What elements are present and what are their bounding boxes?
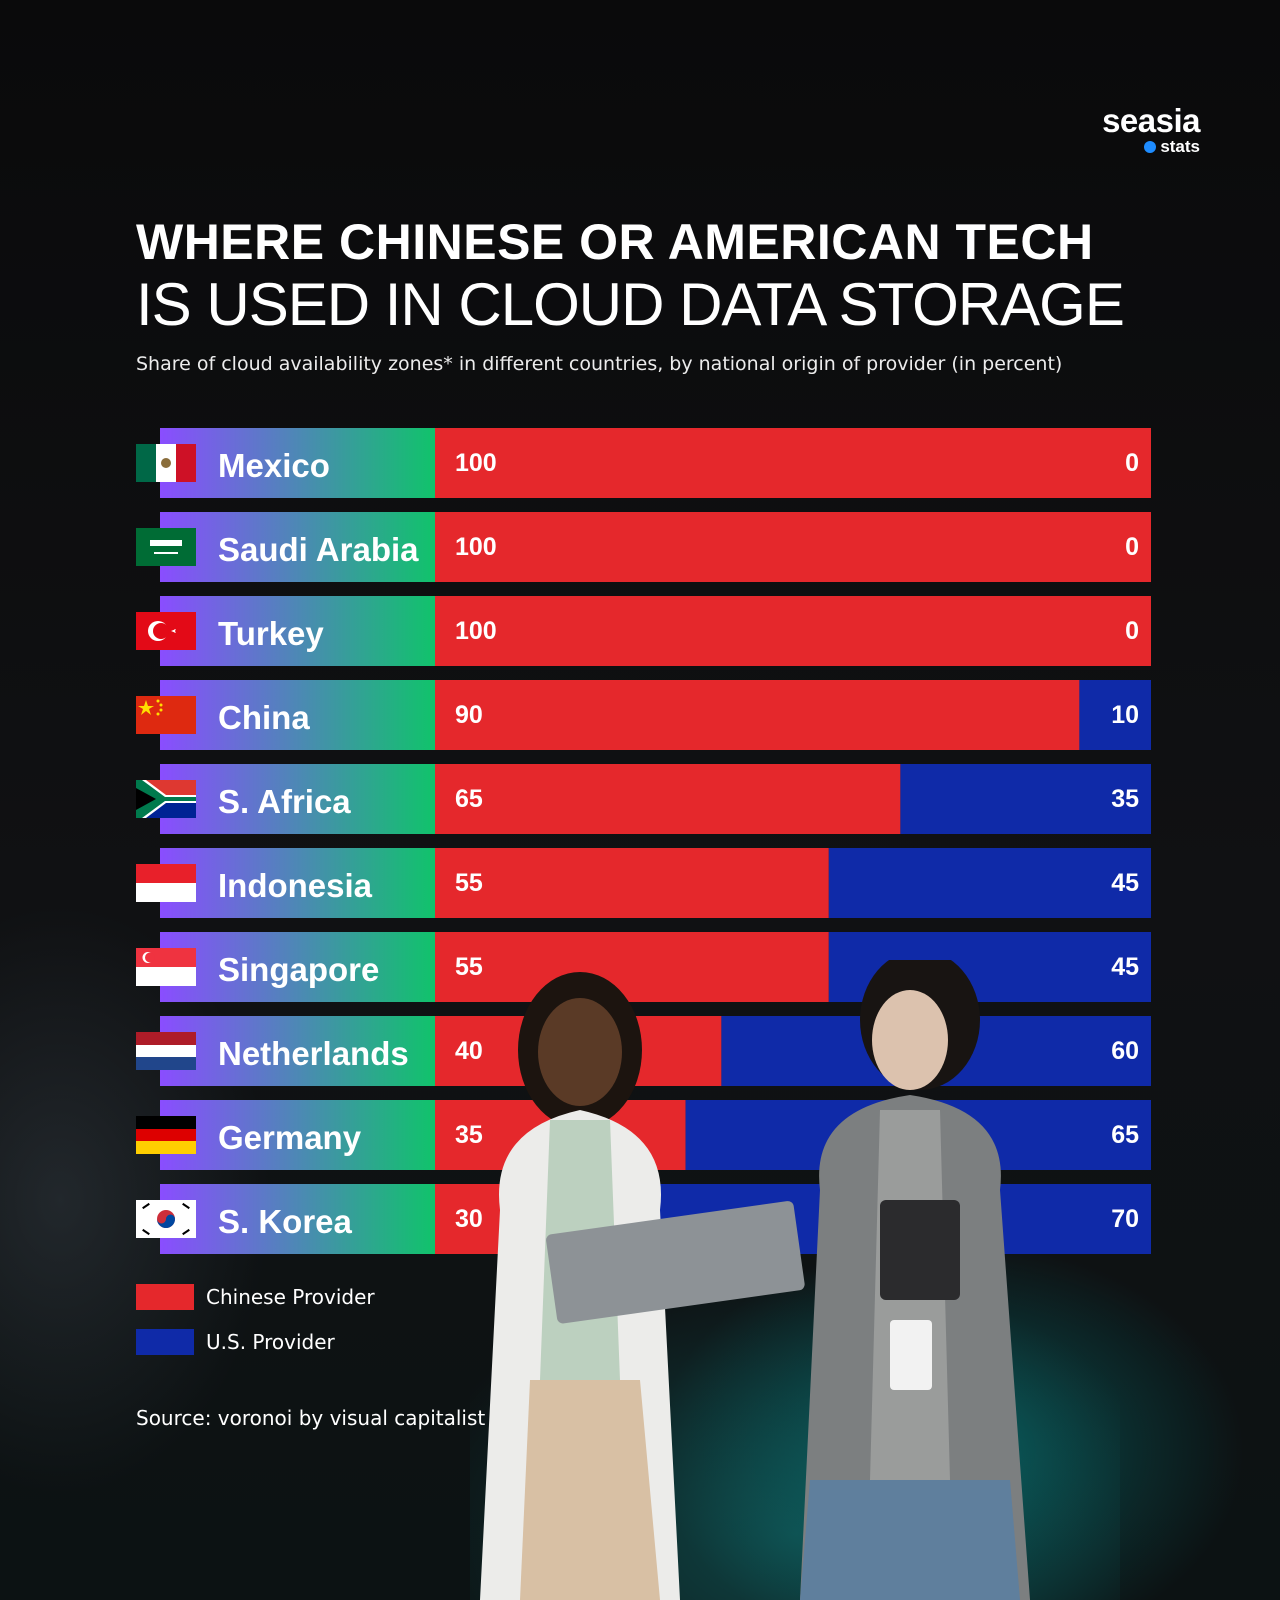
brand-sub-text: stats xyxy=(1160,137,1200,156)
bar-us-s-africa xyxy=(900,764,1151,834)
country-label-mexico: Mexico xyxy=(218,447,330,484)
dollar-dot-icon xyxy=(1144,141,1157,153)
label-band-singapore xyxy=(160,932,435,1002)
source-note: Source: voronoi by visual capitalist xyxy=(136,1406,486,1430)
turkey-flag-icon xyxy=(136,612,196,650)
saudi-arabia-flag-icon xyxy=(136,528,196,566)
brand-name: seasia xyxy=(1102,102,1200,139)
china-flag-icon xyxy=(136,696,196,734)
value-chinese-saudi-arabia: 100 xyxy=(455,533,497,561)
label-band-saudi-arabia xyxy=(160,512,435,582)
value-us-s-africa: 35 xyxy=(1111,785,1139,813)
brand-sub: stats xyxy=(1080,138,1200,156)
bar-chinese-china xyxy=(435,680,1080,750)
bar-chinese-mexico xyxy=(435,428,1151,498)
label-band-mexico xyxy=(160,428,435,498)
bar-chinese-saudi-arabia xyxy=(435,512,1151,582)
chart-title-line2: IS USED IN CLOUD DATA STORAGE xyxy=(136,271,1125,338)
country-label-netherlands: Netherlands xyxy=(218,1035,409,1072)
value-us-saudi-arabia: 0 xyxy=(1125,533,1139,561)
country-label-indonesia: Indonesia xyxy=(218,867,373,904)
country-label-germany: Germany xyxy=(218,1119,362,1156)
singapore-flag-icon xyxy=(136,948,196,986)
value-chinese-s-africa: 65 xyxy=(455,785,483,813)
germany-flag-icon xyxy=(136,1116,196,1154)
value-chinese-indonesia: 55 xyxy=(455,869,483,897)
value-us-china: 10 xyxy=(1111,701,1139,729)
value-chinese-turkey: 100 xyxy=(455,617,497,645)
brand-logo: seasia stats xyxy=(1080,104,1200,156)
country-label-s-africa: S. Africa xyxy=(218,783,351,820)
country-label-china: China xyxy=(218,699,310,736)
value-chinese-mexico: 100 xyxy=(455,449,497,477)
bar-chinese-singapore xyxy=(435,932,829,1002)
value-us-netherlands: 60 xyxy=(1111,1037,1139,1065)
country-label-turkey: Turkey xyxy=(218,615,324,652)
value-chinese-singapore: 55 xyxy=(455,953,483,981)
value-us-germany: 65 xyxy=(1111,1121,1139,1149)
people-photo xyxy=(470,960,1120,1600)
value-chinese-china: 90 xyxy=(455,701,483,729)
legend-label-chinese: Chinese Provider xyxy=(206,1285,375,1309)
bar-chinese-s-africa xyxy=(435,764,901,834)
legend-swatch-chinese xyxy=(136,1284,194,1310)
value-chinese-germany: 35 xyxy=(455,1121,483,1149)
bar-us-indonesia xyxy=(828,848,1151,918)
indonesia-flag-icon xyxy=(136,864,196,902)
label-band-netherlands xyxy=(160,1016,435,1086)
netherlands-flag-icon xyxy=(136,1032,196,1070)
bar-chinese-turkey xyxy=(435,596,1151,666)
label-band-s-africa xyxy=(160,764,435,834)
label-band-s-korea xyxy=(160,1184,435,1254)
label-band-indonesia xyxy=(160,848,435,918)
south-africa-flag-icon xyxy=(136,780,196,818)
value-us-mexico: 0 xyxy=(1125,449,1139,477)
label-band-germany xyxy=(160,1100,435,1170)
label-band-turkey xyxy=(160,596,435,666)
value-us-indonesia: 45 xyxy=(1111,869,1139,897)
value-chinese-netherlands: 40 xyxy=(455,1037,483,1065)
bar-chinese-indonesia xyxy=(435,848,829,918)
country-label-s-korea: S. Korea xyxy=(218,1203,352,1240)
country-label-saudi-arabia: Saudi Arabia xyxy=(218,531,419,568)
chart-subtitle: Share of cloud availability zones* in di… xyxy=(136,353,1063,375)
value-us-singapore: 45 xyxy=(1111,953,1139,981)
mexico-flag-icon xyxy=(136,444,196,482)
country-label-singapore: Singapore xyxy=(218,951,380,988)
chart-title-line1: WHERE CHINESE OR AMERICAN TECH xyxy=(136,214,1094,270)
legend-label-us: U.S. Provider xyxy=(206,1330,335,1354)
south-korea-flag-icon xyxy=(136,1200,196,1238)
bar-us-china xyxy=(1079,680,1151,750)
legend-swatch-us xyxy=(136,1329,194,1355)
value-us-turkey: 0 xyxy=(1125,617,1139,645)
label-band-china xyxy=(160,680,435,750)
